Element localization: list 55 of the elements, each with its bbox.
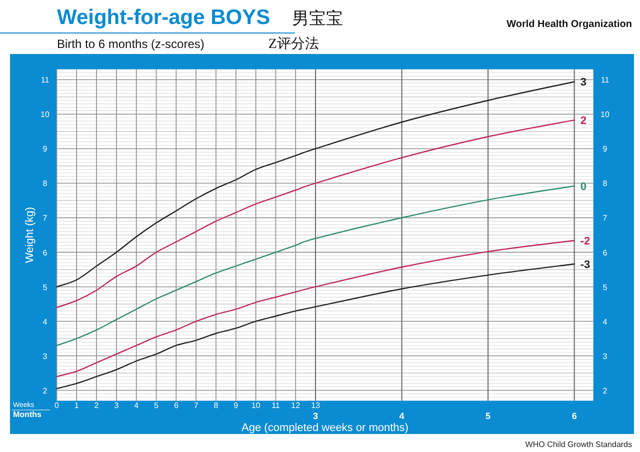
text: World Health Organization [506, 19, 632, 30]
x2-tick-label: 4 [399, 411, 404, 421]
text: Birth to 6 months (z-scores) Z评分法 [57, 37, 319, 52]
line-series [56, 119, 575, 308]
y2-tick-label: 3 [602, 352, 608, 361]
y2-tick-label: 10 [600, 110, 610, 120]
x-tick-label: 13 [311, 401, 321, 410]
y-tick-label: 9 [42, 144, 48, 154]
y2-tick-label: 8 [602, 179, 608, 188]
x2-tick-label: 5 [486, 411, 491, 421]
x-tick-label: 3 [114, 401, 120, 410]
y2-tick-label: 5 [602, 282, 608, 292]
x-tick-label: 1 [74, 401, 80, 410]
y-tick-label: 8 [42, 179, 48, 188]
x-tick-label: 12 [291, 401, 301, 410]
x2-tick-label: 6 [572, 411, 577, 421]
text: WHO Child Growth Standards [525, 440, 632, 449]
y2-tick-label: 11 [600, 76, 610, 85]
x-tick-label: 8 [214, 401, 219, 410]
y2-tick-label: 7 [602, 214, 608, 223]
line-series [56, 81, 575, 288]
y-axis-title: Weight (kg) [24, 206, 36, 264]
x-tick-label: 4 [134, 401, 140, 410]
y-tick-label: 7 [42, 214, 48, 223]
y-tick-label: 3 [42, 352, 48, 361]
y2-tick-label: 6 [602, 248, 608, 258]
y-tick-label: 11 [40, 76, 50, 85]
series-label: 3 [580, 76, 587, 89]
line-series [56, 263, 575, 390]
y-tick-label: 10 [40, 110, 50, 120]
y2-tick-label: 9 [602, 144, 608, 154]
series-label: 0 [580, 180, 587, 193]
x-tick-label: 6 [174, 401, 179, 410]
y-tick-label: 6 [42, 248, 48, 258]
x-tick-label: 2 [94, 401, 100, 410]
y-tick-label: 5 [42, 282, 48, 292]
y2-tick-label: 4 [602, 317, 608, 326]
text: Months [13, 410, 42, 419]
x2-tick-label: 3 [313, 411, 318, 421]
y2-tick-label: 2 [602, 386, 608, 396]
y-tick-label: 4 [42, 317, 48, 326]
chart-title: Weight-for-age BOYS 男宝宝 [57, 6, 344, 29]
x-tick-label: 7 [194, 401, 199, 410]
x-tick-label: 9 [234, 401, 239, 410]
y-tick-label: 2 [42, 386, 48, 396]
x-tick-label: 10 [251, 401, 261, 410]
series-label: 2 [580, 115, 587, 128]
line-series [56, 240, 575, 378]
series-label: -3 [580, 258, 590, 271]
x-axis-title: Age (completed weeks or months) [242, 422, 408, 434]
x-tick-label: 5 [154, 401, 160, 410]
series-label: -2 [580, 236, 590, 248]
x-tick-label: 11 [272, 401, 280, 410]
x-tick-label: 0 [54, 401, 60, 410]
line-series [56, 185, 575, 346]
